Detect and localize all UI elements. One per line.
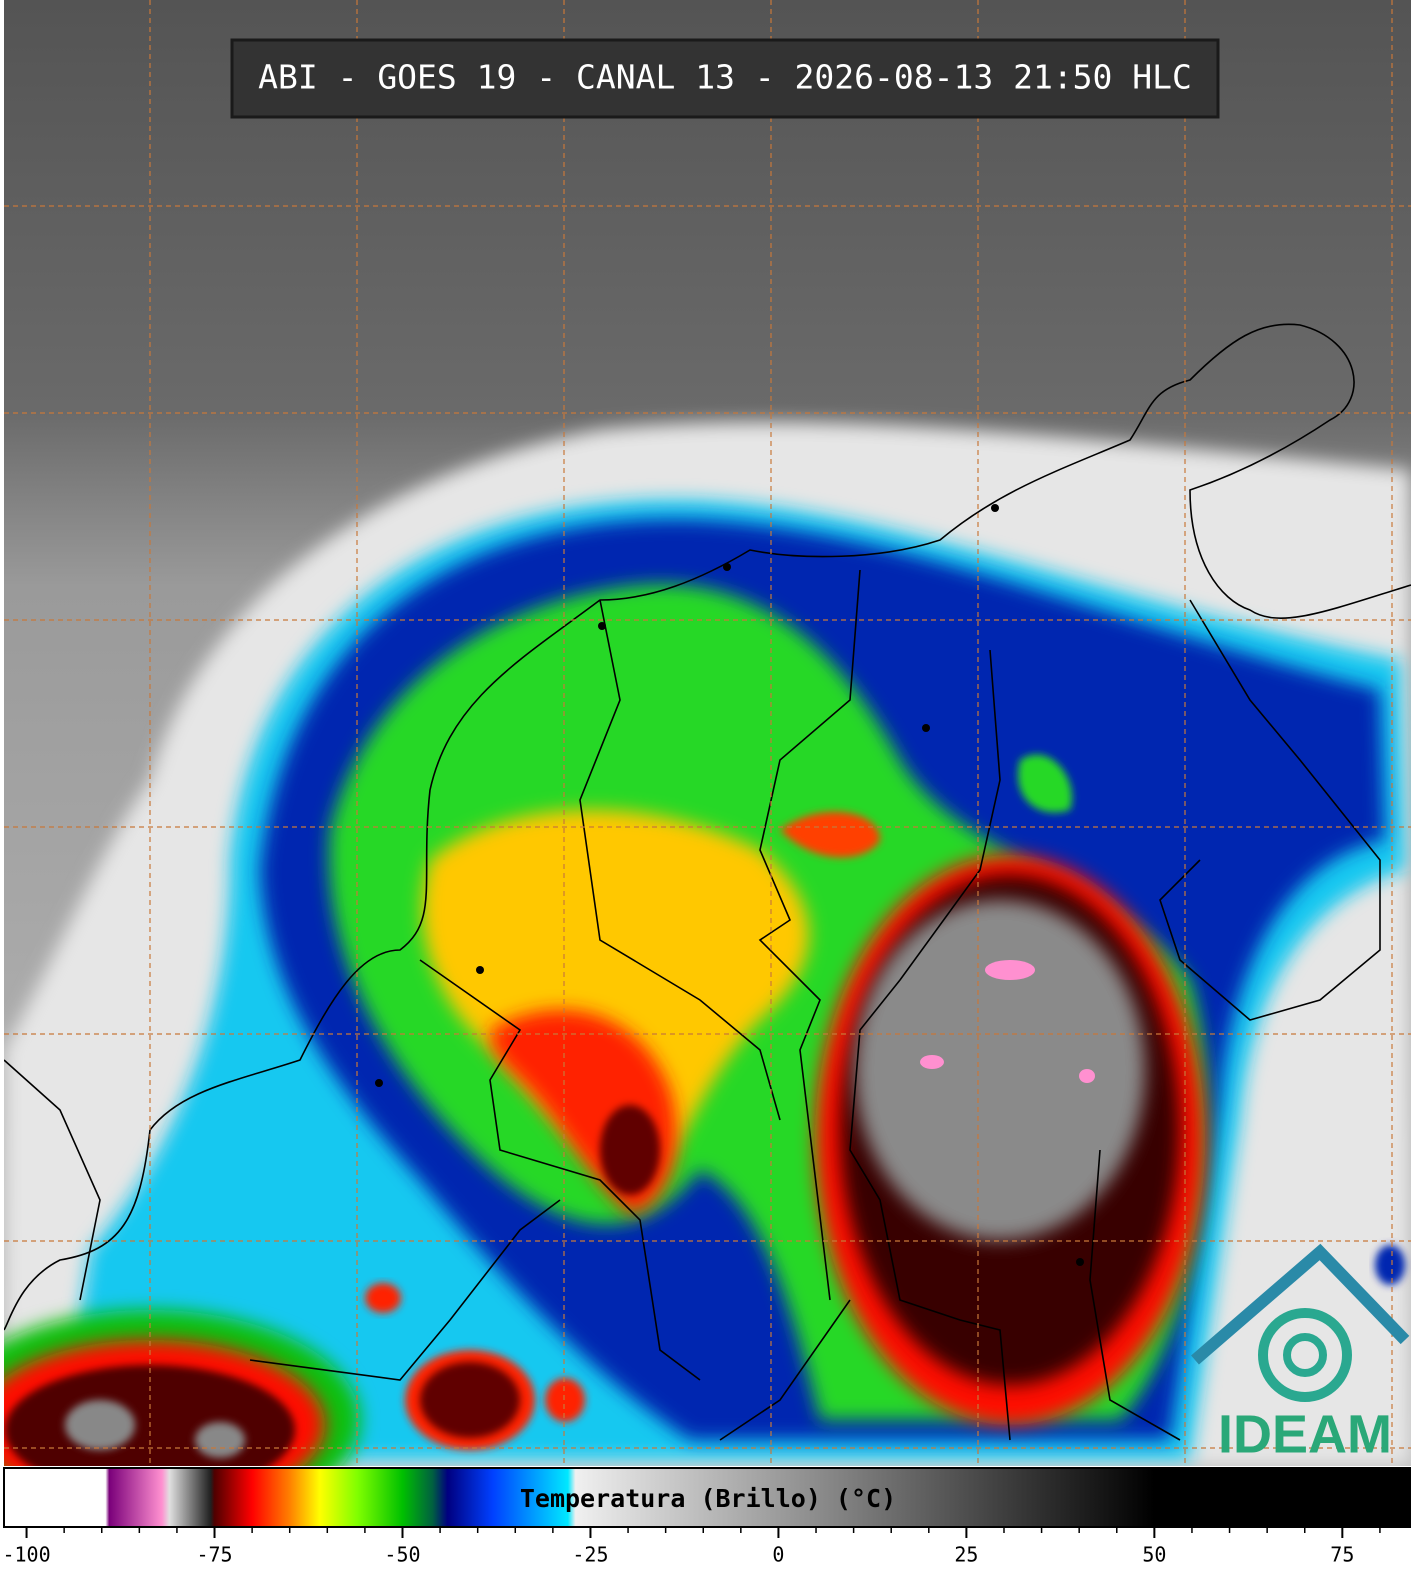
title: ABI - GOES 19 - CANAL 13 - 2026-08-13 21… — [258, 58, 1192, 97]
border — [1159, 599, 1381, 1021]
city — [922, 724, 930, 732]
cell-red — [545, 1378, 585, 1422]
city — [476, 966, 484, 974]
border — [1089, 1149, 1181, 1441]
cell-blue — [1375, 1245, 1405, 1285]
cell-top — [195, 1422, 245, 1458]
border — [4, 1059, 101, 1301]
colorbar-title: Temperatura (Brillo) (°C) — [520, 1484, 896, 1513]
city — [1076, 1258, 1084, 1266]
overshoot — [1079, 1069, 1095, 1083]
city — [991, 504, 999, 512]
graticule — [4, 0, 1411, 1466]
colorbar-axis: -100 -75 -50 -25 0 25 50 75 — [2, 1527, 1381, 1567]
coastline — [4, 323, 1411, 1331]
tick-label: 75 — [1330, 1543, 1354, 1567]
border — [849, 649, 1011, 1441]
border — [579, 599, 781, 1121]
tick-label: -25 — [572, 1543, 608, 1567]
logo-swirl — [1283, 1333, 1327, 1377]
border — [758, 569, 861, 1301]
cloud-red — [780, 811, 880, 858]
tick-label: 25 — [954, 1543, 978, 1567]
city — [375, 1079, 383, 1087]
logo-roof — [1191, 1243, 1410, 1365]
tick-label: 50 — [1142, 1543, 1166, 1567]
city — [723, 563, 731, 571]
satellite-image: IDEAM — [4, 0, 1411, 1466]
overshoot — [920, 1055, 944, 1069]
cloud-dark-red — [600, 1105, 660, 1195]
cloud-green — [1018, 754, 1072, 813]
logo: IDEAM — [1191, 1243, 1410, 1464]
overshoot — [985, 960, 1035, 980]
cell-red — [365, 1283, 401, 1313]
cloud-yellow — [422, 809, 809, 1200]
border — [249, 1199, 561, 1381]
border — [419, 959, 701, 1381]
logo-text: IDEAM — [1218, 1404, 1392, 1464]
title-box — [230, 38, 1220, 119]
colorbar — [3, 1467, 1411, 1528]
cell-dark — [420, 1362, 520, 1438]
tick-label: -75 — [196, 1543, 232, 1567]
tick-label: -100 — [2, 1543, 50, 1567]
city — [598, 622, 606, 630]
cell-top — [65, 1400, 135, 1450]
border — [719, 1299, 851, 1441]
storm-top — [855, 900, 1145, 1240]
tick-label: 0 — [772, 1543, 784, 1567]
tick-label: -50 — [384, 1543, 420, 1567]
logo-swirl — [1258, 1308, 1352, 1402]
boundaries — [4, 323, 1411, 1441]
cities — [375, 504, 1084, 1266]
